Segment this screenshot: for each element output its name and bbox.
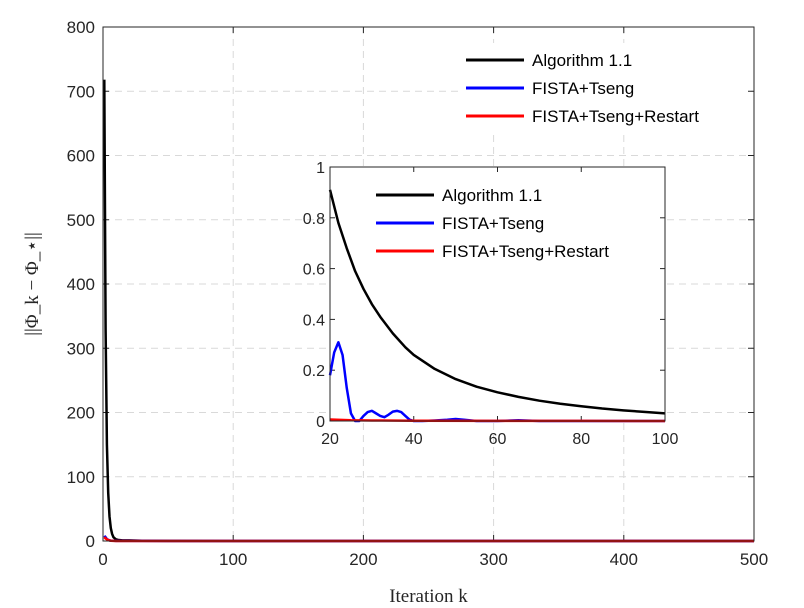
inset-x-tick-label: 60 [489, 431, 507, 448]
main-y-tick-label: 0 [86, 532, 95, 551]
inset-x-tick-label: 80 [572, 431, 590, 448]
main-y-tick-label: 400 [67, 275, 95, 294]
inset-y-tick-label: 0.2 [303, 363, 325, 380]
inset-legend-label-2: FISTA+Tseng+Restart [442, 242, 609, 261]
inset-y-tick-label: 0.4 [303, 312, 325, 329]
main-x-tick-label: 200 [349, 550, 377, 569]
main-y-tick-label: 300 [67, 339, 95, 358]
main-x-tick-label: 300 [479, 550, 507, 569]
main-x-tick-label: 0 [98, 550, 107, 569]
main-axes-frame [102, 26, 755, 542]
main-y-tick-label: 200 [67, 404, 95, 423]
inset-legend-label-0: Algorithm 1.1 [442, 186, 542, 205]
inset-axes-frame [329, 166, 666, 422]
main-y-tick-label: 700 [67, 82, 95, 101]
inset-x-tick-label: 100 [652, 431, 679, 448]
main-x-tick-label: 500 [740, 550, 768, 569]
main-y-tick-label: 100 [67, 468, 95, 487]
main-legend-label-1: FISTA+Tseng [532, 79, 634, 98]
main-y-axis-label: ||Φ_k − Φ_⋆|| [22, 232, 43, 336]
inset-y-tick-label: 1 [316, 160, 325, 177]
inset-x-tick-label: 40 [405, 431, 423, 448]
main-x-axis-label: Iteration k [389, 586, 468, 607]
main-legend-label-0: Algorithm 1.1 [532, 51, 632, 70]
inset-y-tick-label: 0.6 [303, 262, 325, 279]
main-y-tick-label: 800 [67, 18, 95, 37]
inset-y-tick-label: 0.8 [303, 211, 325, 228]
main-y-tick-label: 500 [67, 211, 95, 230]
main-x-tick-label: 100 [219, 550, 247, 569]
main-legend-label-2: FISTA+Tseng+Restart [532, 107, 699, 126]
main-y-tick-label: 600 [67, 147, 95, 166]
inset-legend-label-1: FISTA+Tseng [442, 214, 544, 233]
inset-x-tick-label: 20 [321, 431, 339, 448]
inset-series-line-0 [328, 189, 666, 415]
inset-legend-box [370, 182, 660, 270]
main-x-tick-label: 400 [610, 550, 638, 569]
inset-y-tick-label: 0 [316, 414, 325, 431]
